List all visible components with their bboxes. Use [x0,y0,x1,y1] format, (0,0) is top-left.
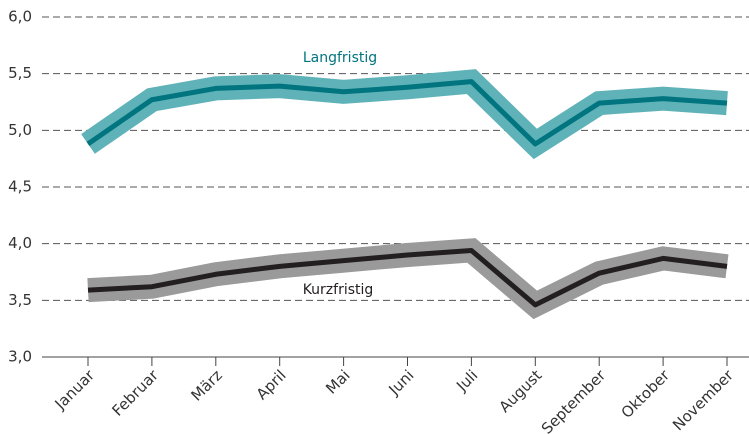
x-tick-label: Juli [452,366,481,395]
x-tick-label: Oktober [618,366,674,422]
y-tick-label: 4,5 [8,178,32,196]
x-tick-label: August [495,366,545,416]
series-label: Langfristig [303,50,377,66]
x-tick-label: September [538,366,610,434]
x-tick-label: Januar [51,366,99,414]
series-band [87,238,729,320]
x-tick-label: April [253,366,290,403]
y-tick-label: 3,5 [8,291,32,309]
series-line [87,247,728,308]
series-label: Kurzfristig [303,282,374,298]
series-line [86,79,728,147]
y-tick-label: 6,0 [8,8,32,26]
x-tick-label: März [187,366,225,404]
x-tick-label: Februar [108,366,162,420]
y-tick-label: 4,0 [8,234,32,252]
y-tick-label: 5,5 [8,64,32,82]
x-tick-label: Juni [385,366,418,399]
y-tick-label: 3,0 [8,348,32,366]
x-tick-label: November [669,366,737,434]
y-tick-label: 5,0 [8,121,32,139]
x-tick-label: Mai [322,366,353,397]
series-band [81,69,728,160]
